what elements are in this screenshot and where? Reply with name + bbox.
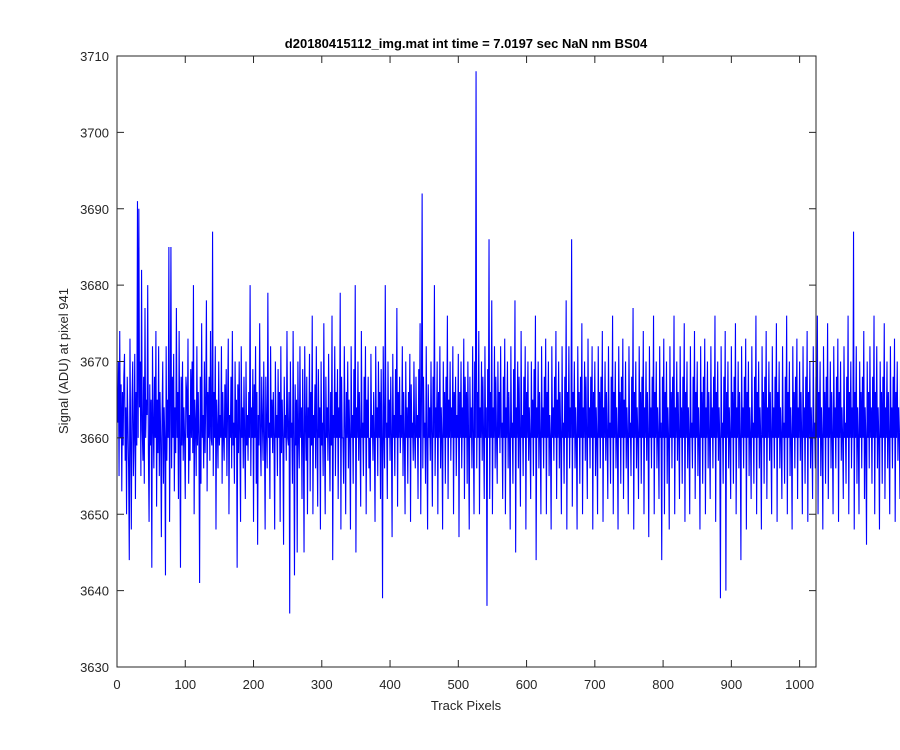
y-tick-label: 3640 bbox=[80, 584, 109, 599]
x-tick-label: 100 bbox=[174, 677, 196, 692]
data-layer bbox=[117, 71, 900, 614]
x-tick-label: 300 bbox=[311, 677, 333, 692]
y-tick-label: 3710 bbox=[80, 49, 109, 64]
axes-box bbox=[116, 55, 817, 668]
y-tick-label: 3660 bbox=[80, 431, 109, 446]
y-tick-label: 3680 bbox=[80, 278, 109, 293]
tick-layer: 0 100 200 300 400 500 600 700 800 900 1000 3630 3640… bbox=[80, 49, 816, 692]
x-tick-label: 800 bbox=[652, 677, 674, 692]
x-axis-label: Track Pixels bbox=[431, 698, 502, 713]
y-tick-label: 3630 bbox=[80, 660, 109, 675]
x-tick-label: 1000 bbox=[785, 677, 814, 692]
plot-area bbox=[117, 56, 816, 667]
x-tick-label: 400 bbox=[379, 677, 401, 692]
y-tick-label: 3670 bbox=[80, 355, 109, 370]
x-tick-label: 600 bbox=[516, 677, 538, 692]
y-axis-label: Signal (ADU) at pixel 941 bbox=[56, 288, 71, 434]
series-line-0 bbox=[117, 71, 900, 614]
y-tick-label: 3700 bbox=[80, 125, 109, 140]
x-tick-label: 200 bbox=[243, 677, 265, 692]
x-tick-label: 900 bbox=[721, 677, 743, 692]
x-tick-label: 500 bbox=[447, 677, 469, 692]
y-tick-label: 3690 bbox=[80, 202, 109, 217]
x-tick-label: 0 bbox=[113, 677, 120, 692]
chart-title: d20180415112_img.mat int time = 7.0197 s… bbox=[285, 36, 648, 51]
y-tick-label: 3650 bbox=[80, 507, 109, 522]
x-tick-label: 700 bbox=[584, 677, 606, 692]
